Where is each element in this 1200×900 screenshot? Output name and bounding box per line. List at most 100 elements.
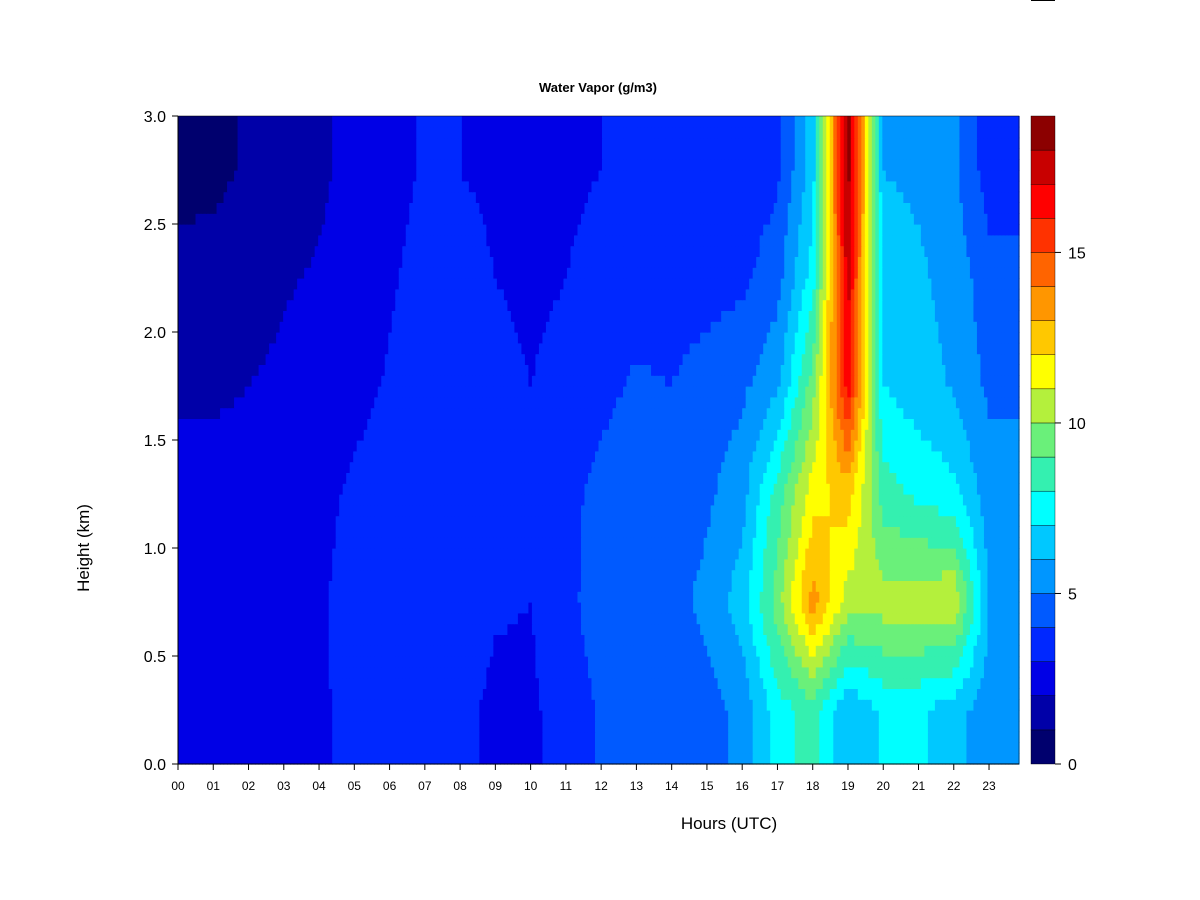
heatmap-cell <box>213 753 218 765</box>
heatmap-cell <box>952 666 957 679</box>
heatmap-cell <box>693 634 698 646</box>
heatmap-cell <box>910 731 915 743</box>
heatmap-cell <box>472 731 477 743</box>
heatmap-cell <box>234 645 239 657</box>
heatmap-cell <box>595 591 600 603</box>
heatmap-cell <box>577 753 582 765</box>
heatmap-cell <box>346 688 351 700</box>
heatmap-cell <box>752 720 757 733</box>
heatmap-cell <box>496 656 501 668</box>
heatmap-cell <box>290 623 295 635</box>
heatmap-cell <box>857 548 862 560</box>
heatmap-cell <box>584 742 589 754</box>
heatmap-cell <box>570 645 575 657</box>
heatmap-cell <box>847 612 852 625</box>
heatmap-cell <box>188 720 193 733</box>
heatmap-cell <box>752 569 757 581</box>
heatmap-cell <box>850 699 855 711</box>
heatmap-cell <box>493 677 498 689</box>
heatmap-cell <box>630 634 635 646</box>
heatmap-cell <box>990 623 996 635</box>
heatmap-cell <box>531 677 537 689</box>
heatmap-cell <box>766 612 771 625</box>
heatmap-cell <box>248 591 253 603</box>
heatmap-cell <box>230 558 235 571</box>
heatmap-cell <box>990 753 996 765</box>
heatmap-cell <box>227 537 232 549</box>
heatmap-cell <box>829 677 834 689</box>
heatmap-cell <box>710 731 715 743</box>
heatmap-cell <box>668 537 673 549</box>
heatmap-cell <box>220 548 225 560</box>
heatmap-cell <box>577 656 582 668</box>
heatmap-cell <box>1008 558 1013 571</box>
heatmap-cell <box>573 720 579 733</box>
heatmap-cell <box>749 623 754 635</box>
heatmap-cell <box>962 688 968 700</box>
heatmap-cell <box>920 645 925 657</box>
heatmap-cell <box>637 569 642 581</box>
heatmap-cell <box>381 753 386 765</box>
heatmap-cell <box>328 677 333 689</box>
heatmap-cell <box>514 753 519 765</box>
heatmap-cell <box>997 753 1003 765</box>
heatmap-cell <box>840 710 845 722</box>
heatmap-cell <box>717 645 722 657</box>
heatmap-cell <box>612 602 617 614</box>
heatmap-cell <box>500 558 505 571</box>
heatmap-cell <box>339 720 344 733</box>
heatmap-cell <box>216 548 221 560</box>
heatmap-cell <box>658 742 663 754</box>
heatmap-cell <box>959 569 964 581</box>
heatmap-cell <box>202 548 207 560</box>
heatmap-cell <box>356 548 361 560</box>
heatmap-cell <box>609 634 614 646</box>
heatmap-cell <box>325 699 330 711</box>
heatmap-cell <box>752 558 757 571</box>
heatmap-cell <box>623 677 628 689</box>
heatmap-cell <box>209 580 214 592</box>
heatmap-cell <box>686 548 691 560</box>
heatmap-cell <box>566 742 572 754</box>
heatmap-cell <box>637 591 642 603</box>
heatmap-cell <box>682 645 687 657</box>
heatmap-cell <box>679 634 684 646</box>
heatmap-cell <box>997 645 1003 657</box>
heatmap-cell <box>945 645 950 657</box>
heatmap-cell <box>496 623 501 635</box>
heatmap-cell <box>181 558 186 571</box>
heatmap-cell <box>735 558 740 571</box>
heatmap-cell <box>381 612 386 625</box>
heatmap-cell <box>801 656 806 668</box>
heatmap-cell <box>1001 677 1006 689</box>
heatmap-cell <box>843 666 848 679</box>
heatmap-cell <box>700 634 705 646</box>
heatmap-cell <box>507 710 512 722</box>
heatmap-cell <box>465 569 470 581</box>
heatmap-cell <box>584 602 589 614</box>
heatmap-cell <box>759 558 764 571</box>
heatmap-cell <box>798 645 803 657</box>
heatmap-cell <box>955 602 961 614</box>
heatmap-cell <box>454 710 459 722</box>
heatmap-cell <box>374 742 379 754</box>
heatmap-cell <box>195 710 200 722</box>
heatmap-cell <box>766 720 771 733</box>
heatmap-cell <box>679 688 684 700</box>
heatmap-cell <box>563 742 568 754</box>
heatmap-cell <box>272 753 277 765</box>
heatmap-cell <box>353 634 358 646</box>
heatmap-cell <box>808 634 813 646</box>
heatmap-cell <box>941 677 947 689</box>
heatmap-cell <box>934 710 939 722</box>
heatmap-cell <box>721 688 726 700</box>
heatmap-cell <box>265 666 270 679</box>
heatmap-cell <box>987 623 992 635</box>
heatmap-cell <box>342 602 347 614</box>
heatmap-cell <box>486 537 491 549</box>
heatmap-cell <box>924 591 929 603</box>
heatmap-cell <box>475 710 480 722</box>
heatmap-cell <box>829 666 834 679</box>
heatmap-cell <box>934 753 939 765</box>
heatmap-cell <box>202 742 207 754</box>
